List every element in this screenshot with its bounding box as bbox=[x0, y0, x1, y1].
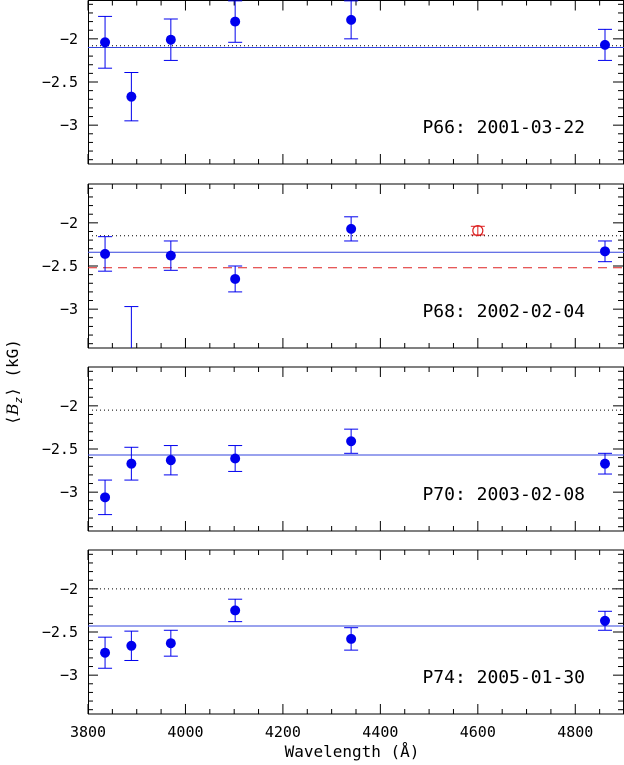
x-axis-title: Wavelength (Å) bbox=[285, 742, 420, 761]
panel-label: P74: 2005-01-30 bbox=[422, 667, 585, 688]
y-tick-label: −3 bbox=[60, 666, 78, 684]
data-point bbox=[599, 615, 610, 626]
y-tick-label: −3 bbox=[60, 116, 78, 134]
panel-3: −2 −2.5 −3 P70: 2003-02-08 bbox=[42, 366, 624, 532]
data-point bbox=[599, 246, 610, 257]
panel-label: P70: 2003-02-08 bbox=[422, 484, 585, 505]
data-point bbox=[100, 492, 111, 503]
y-tick-label: −2.5 bbox=[42, 623, 78, 641]
data-point bbox=[100, 248, 111, 259]
data-point bbox=[100, 37, 111, 48]
x-tick-label: 4400 bbox=[362, 723, 398, 741]
y-tick-label: −3 bbox=[60, 483, 78, 501]
data-point bbox=[346, 436, 357, 447]
data-point-open bbox=[472, 225, 484, 237]
data-point bbox=[599, 458, 610, 469]
data-point bbox=[165, 455, 176, 466]
data-point bbox=[230, 605, 241, 616]
x-tick-label: 4000 bbox=[167, 723, 203, 741]
y-axis-subscript: z bbox=[12, 397, 25, 404]
data-point bbox=[165, 250, 176, 261]
data-point bbox=[165, 34, 176, 45]
y-tick-label: −2.5 bbox=[42, 440, 78, 458]
data-point bbox=[346, 223, 357, 234]
y-axis-symbol: B bbox=[3, 403, 22, 416]
panel-label: P66: 2001-03-22 bbox=[422, 117, 585, 138]
y-tick-label: −2 bbox=[60, 214, 78, 232]
data-point bbox=[230, 273, 241, 284]
data-point bbox=[346, 14, 357, 25]
data-point bbox=[165, 638, 176, 649]
data-point bbox=[100, 647, 111, 658]
data-point bbox=[230, 453, 241, 464]
x-tick-label: 4800 bbox=[557, 723, 593, 741]
panels-group: −2 −2.5 −3 P66: 2001-03-22 −2 −2.5 −3 P68: 2002… bbox=[42, 0, 624, 715]
y-axis-title: ⟨Bz⟩ (kG) bbox=[3, 339, 25, 425]
panel-frame bbox=[88, 549, 624, 715]
x-tick-label: 3800 bbox=[70, 723, 106, 741]
x-tick-label: 4200 bbox=[265, 723, 301, 741]
y-tick-label: −2 bbox=[60, 30, 78, 48]
data-point bbox=[346, 633, 357, 644]
x-axis-tick-labels: 3800 4000 4200 4400 4600 4800 bbox=[70, 723, 593, 741]
panel-frame bbox=[88, 183, 624, 349]
x-tick-label: 4600 bbox=[460, 723, 496, 741]
data-point bbox=[599, 39, 610, 50]
data-point bbox=[126, 91, 137, 102]
panel-4: −2 −2.5 −3 P74: 2005-01-30 bbox=[42, 549, 624, 715]
panel-frame bbox=[88, 0, 624, 165]
data-point bbox=[230, 16, 241, 27]
panel-frame bbox=[88, 366, 624, 532]
data-point bbox=[126, 640, 137, 651]
y-tick-label: −2.5 bbox=[42, 257, 78, 275]
y-tick-label: −3 bbox=[60, 300, 78, 318]
panel-1: −2 −2.5 −3 P66: 2001-03-22 bbox=[42, 0, 624, 165]
y-tick-label: −2.5 bbox=[42, 73, 78, 91]
data-point bbox=[126, 458, 137, 469]
panel-2: −2 −2.5 −3 P68: 2002-02-04 bbox=[42, 183, 624, 349]
panel-label: P68: 2002-02-04 bbox=[422, 301, 585, 322]
y-axis-unit: (kG) bbox=[3, 339, 22, 378]
y-tick-label: −2 bbox=[60, 580, 78, 598]
y-tick-label: −2 bbox=[60, 397, 78, 415]
